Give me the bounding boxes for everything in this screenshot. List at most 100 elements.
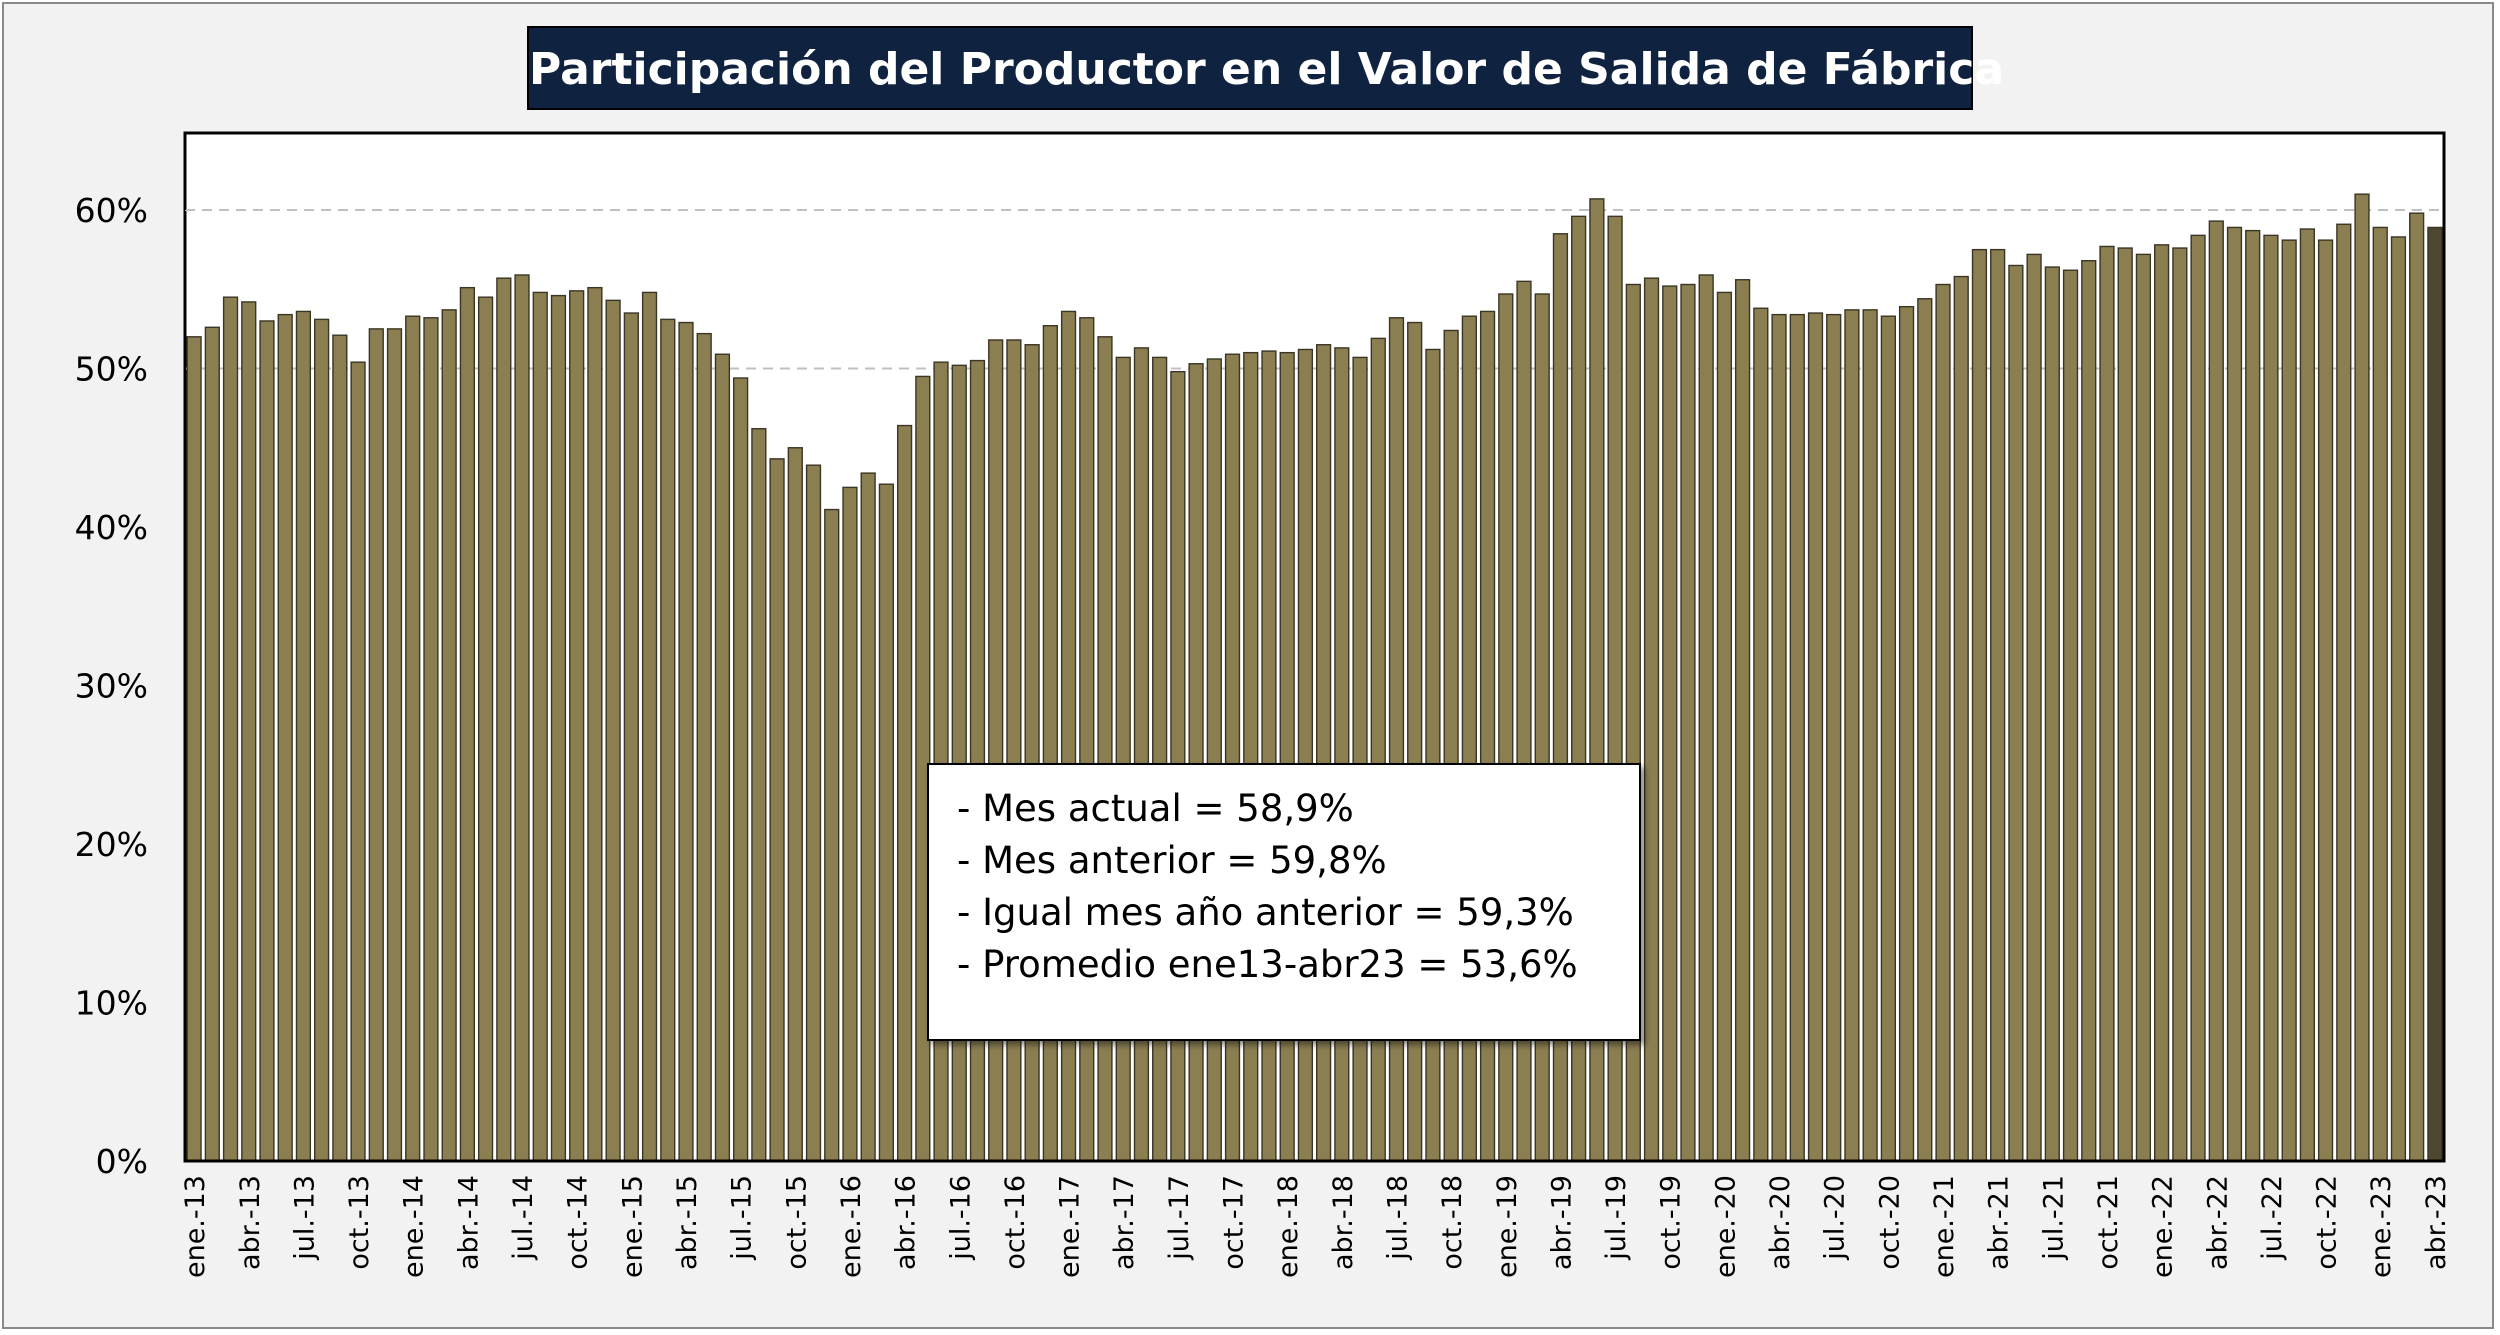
x-tick-label-ene.-23: ene.-23 — [2366, 1175, 2397, 1278]
x-tick-label-jul.-18: jul.-18 — [1383, 1175, 1414, 1261]
bar-ago.-15 — [751, 428, 767, 1162]
x-tick-label-oct.-18: oct.-18 — [1437, 1175, 1468, 1270]
y-tick-label-60: 60% — [75, 191, 148, 230]
bar-jul.-21 — [2044, 266, 2060, 1162]
x-tick-label-ene.-21: ene.-21 — [1929, 1175, 1960, 1278]
bar-abr.-13 — [241, 301, 257, 1162]
bar-oct.-15 — [787, 447, 803, 1162]
summary-current-month: - Mes actual = 58,9% — [957, 787, 1354, 830]
x-tick-label-oct.-20: oct.-20 — [1874, 1175, 1905, 1270]
x-tick-label-oct.-13: oct.-13 — [344, 1175, 375, 1270]
x-tick-label-jul.-15: jul.-15 — [727, 1175, 758, 1261]
bar-oct.-14 — [569, 290, 585, 1162]
bar-jun.-22 — [2245, 229, 2261, 1162]
bar-feb.-22 — [2172, 247, 2188, 1162]
bar-ago.-22 — [2281, 239, 2297, 1162]
bar-abr.-16 — [896, 424, 913, 1162]
y-tick-label-10: 10% — [75, 984, 148, 1023]
bar-ene.-16 — [842, 486, 858, 1162]
bar-nov.-20 — [1898, 305, 1915, 1162]
bar-ene.-15 — [623, 312, 639, 1162]
bar-oct.-13 — [350, 361, 366, 1162]
bar-ene.-21 — [1935, 283, 1951, 1162]
bar-jun.-21 — [2026, 253, 2042, 1162]
x-tick-label-oct.-17: oct.-17 — [1219, 1175, 1250, 1270]
bar-abr.-22 — [2208, 220, 2224, 1162]
bar-dic.-22 — [2354, 193, 2370, 1162]
bar-abr.-23 — [2427, 226, 2443, 1162]
bar-sep.-14 — [550, 294, 567, 1162]
x-tick-label-ene.-22: ene.-22 — [2148, 1175, 2179, 1278]
x-tick-label-ene.-19: ene.-19 — [1492, 1175, 1523, 1278]
x-tick-label-abr.-18: abr.-18 — [1328, 1175, 1359, 1270]
x-tick-label-abr.-22: abr.-22 — [2202, 1175, 2233, 1270]
bar-mar.-14 — [441, 309, 457, 1162]
bar-jul.-20 — [1826, 313, 1842, 1162]
x-tick-label-ene.-16: ene.-16 — [836, 1175, 867, 1278]
bar-may.-21 — [2008, 264, 2024, 1162]
bar-mar.-22 — [2190, 234, 2206, 1162]
bar-nov.-21 — [2117, 247, 2133, 1162]
x-tick-label-jul.-17: jul.-17 — [1164, 1175, 1195, 1261]
summary-previous-month: - Mes anterior = 59,8% — [957, 839, 1387, 882]
x-tick-label-jul.-16: jul.-16 — [945, 1175, 976, 1261]
bar-jul.-15 — [733, 377, 749, 1162]
x-tick-label-abr.-17: abr.-17 — [1109, 1175, 1140, 1270]
bar-ene.-23 — [2372, 226, 2388, 1162]
bar-oct.-22 — [2317, 239, 2334, 1162]
bar-sep.-19 — [1643, 277, 1660, 1162]
x-tick-label-abr.-23: abr.-23 — [2421, 1175, 2452, 1270]
bar-ago.-14 — [532, 291, 548, 1162]
x-tick-labels: ene.-13 abr.-13 jul.-13 oct.-13 ene.-14 abr.-… — [180, 1175, 2452, 1278]
bar-sep.-21 — [2081, 260, 2097, 1162]
y-tick-label-50: 50% — [75, 350, 148, 389]
x-tick-label-ene.-15: ene.-15 — [617, 1175, 648, 1278]
x-tick-label-jul.-14: jul.-14 — [508, 1175, 539, 1261]
bar-jul.-22 — [2263, 234, 2279, 1162]
axes — [184, 133, 2444, 1163]
bar-jun.-15 — [714, 353, 731, 1162]
bar-oct.-20 — [1880, 315, 1896, 1162]
bar-jul.-14 — [514, 274, 530, 1162]
y-tick-labels: 0% 10% 20% 30% 40% 50% 60% — [75, 191, 148, 1181]
bar-feb.-13 — [204, 326, 220, 1162]
bar-sep.-22 — [2299, 228, 2315, 1162]
bar-nov.-15 — [805, 464, 822, 1162]
bar-nov.-22 — [2336, 223, 2352, 1162]
x-tick-label-ene.-17: ene.-17 — [1055, 1175, 1086, 1278]
bar-jun.-14 — [496, 277, 512, 1162]
bar-may.-15 — [696, 332, 712, 1162]
bar-oct.-19 — [1662, 285, 1678, 1162]
bar-nov.-19 — [1680, 283, 1696, 1162]
x-tick-label-oct.-22: oct.-22 — [2312, 1175, 2343, 1270]
bar-ago.-21 — [2062, 269, 2079, 1162]
x-tick-label-abr.-15: abr.-15 — [672, 1175, 703, 1270]
bar-may.-20 — [1789, 313, 1805, 1162]
bar-ago.-20 — [1844, 309, 1860, 1162]
bar-jun.-16 — [933, 361, 949, 1162]
x-tick-label-jul.-20: jul.-20 — [1820, 1175, 1851, 1261]
x-tick-label-jul.-19: jul.-19 — [1601, 1175, 1632, 1261]
bar-dic.-20 — [1917, 298, 1933, 1162]
bar-ene.-13 — [186, 336, 202, 1162]
bar-mar.-15 — [660, 318, 676, 1162]
summary-average: - Promedio ene13-abr23 = 53,6% — [957, 943, 1578, 986]
x-tick-label-abr.-19: abr.-19 — [1546, 1175, 1577, 1270]
bar-ene.-22 — [2153, 244, 2170, 1162]
chart-title: Participación del Productor en el Valor … — [527, 26, 2004, 110]
x-tick-label-abr.-14: abr.-14 — [453, 1175, 484, 1270]
bar-dic.-14 — [605, 299, 621, 1162]
x-tick-label-oct.-15: oct.-15 — [781, 1175, 812, 1270]
bar-feb.-23 — [2390, 236, 2407, 1162]
x-tick-label-abr.-21: abr.-21 — [1984, 1175, 2015, 1270]
bar-jul.-13 — [295, 310, 312, 1162]
bar-mar.-13 — [222, 296, 239, 1162]
x-tick-label-oct.-21: oct.-21 — [2093, 1175, 2124, 1270]
x-tick-label-oct.-14: oct.-14 — [563, 1175, 594, 1270]
x-tick-label-ene.-18: ene.-18 — [1273, 1175, 1304, 1278]
x-tick-label-ene.-14: ene.-14 — [399, 1175, 430, 1278]
bar-ene.-14 — [405, 315, 421, 1162]
bar-may.-22 — [2226, 226, 2243, 1162]
bar-nov.-13 — [368, 328, 384, 1162]
